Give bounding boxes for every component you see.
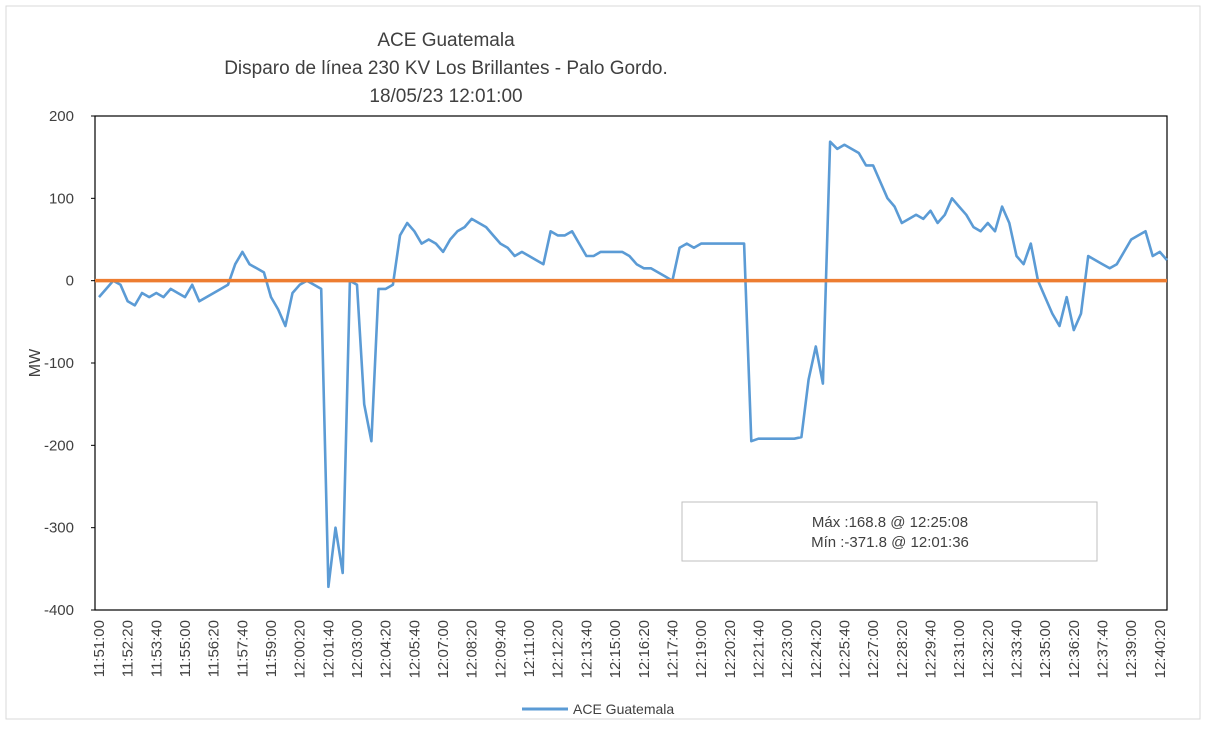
y-tick-label: -300: [44, 520, 74, 537]
x-tick-label: 12:33:40: [1008, 620, 1025, 678]
x-tick-label: 12:19:00: [693, 620, 710, 678]
x-tick-label: 12:21:40: [750, 620, 767, 678]
x-tick-label: 12:13:40: [578, 620, 595, 678]
x-tick-label: 12:29:40: [922, 620, 939, 678]
x-tick-label: 12:09:40: [492, 620, 509, 678]
x-tick-label: 12:00:20: [292, 620, 309, 678]
x-tick-label: 12:05:40: [406, 620, 423, 678]
x-tick-label: 11:52:20: [120, 620, 137, 677]
x-tick-label: 12:07:00: [435, 620, 452, 678]
x-tick-label: 12:39:00: [1123, 620, 1140, 678]
x-tick-label: 12:20:20: [722, 620, 739, 678]
x-tick-label: 11:53:40: [148, 620, 165, 677]
legend-label: ACE Guatemala: [573, 701, 674, 717]
annotation-box: [681, 501, 1098, 562]
x-tick-label: 11:59:00: [263, 620, 280, 677]
x-tick-label: 12:08:20: [464, 620, 481, 678]
x-tick-label: 12:23:00: [779, 620, 796, 678]
x-tick-label: 12:03:00: [349, 620, 366, 678]
x-tick-label: 12:24:20: [808, 620, 825, 678]
y-tick-label: -200: [44, 437, 74, 454]
y-tick-label: 0: [66, 273, 74, 290]
x-tick-label: 12:04:20: [378, 620, 395, 678]
x-tick-label: 12:12:20: [550, 620, 567, 678]
x-tick-label: 12:31:00: [951, 620, 968, 678]
x-tick-label: 12:16:20: [636, 620, 653, 678]
y-tick-label: -100: [44, 355, 74, 372]
chart-border: [5, 5, 1201, 720]
x-tick-label: 12:35:00: [1037, 620, 1054, 678]
x-tick-label: 12:40:20: [1152, 620, 1169, 678]
x-tick-label: 12:17:40: [664, 620, 681, 678]
x-tick-label: 12:01:40: [320, 620, 337, 678]
chart-title: ACE Guatemala: [377, 30, 515, 51]
y-tick-label: -400: [44, 602, 74, 619]
x-tick-label: 12:32:20: [980, 620, 997, 678]
x-tick-label: 12:25:40: [836, 620, 853, 678]
x-tick-label: 11:57:40: [234, 620, 251, 677]
y-tick-label: 100: [49, 190, 74, 207]
x-tick-label: 12:37:40: [1094, 620, 1111, 678]
x-tick-label: 12:28:20: [894, 620, 911, 678]
x-tick-label: 11:55:00: [177, 620, 194, 677]
annotation-text: Mín :-371.8 @ 12:01:36: [811, 534, 969, 551]
y-tick-label: 200: [49, 108, 74, 125]
x-tick-label: 11:51:00: [91, 620, 108, 677]
y-axis-label: MW: [27, 348, 44, 377]
x-tick-label: 11:56:20: [206, 620, 223, 677]
chart-title: Disparo de línea 230 KV Los Brillantes -…: [224, 58, 668, 79]
x-tick-label: 12:15:00: [607, 620, 624, 678]
annotation-text: Máx :168.8 @ 12:25:08: [812, 514, 968, 531]
x-tick-label: 12:27:00: [865, 620, 882, 678]
x-tick-label: 12:36:20: [1066, 620, 1083, 678]
x-tick-label: 12:11:00: [521, 620, 538, 677]
chart-title: 18/05/23 12:01:00: [369, 86, 522, 107]
data-line: [98, 140, 1168, 589]
